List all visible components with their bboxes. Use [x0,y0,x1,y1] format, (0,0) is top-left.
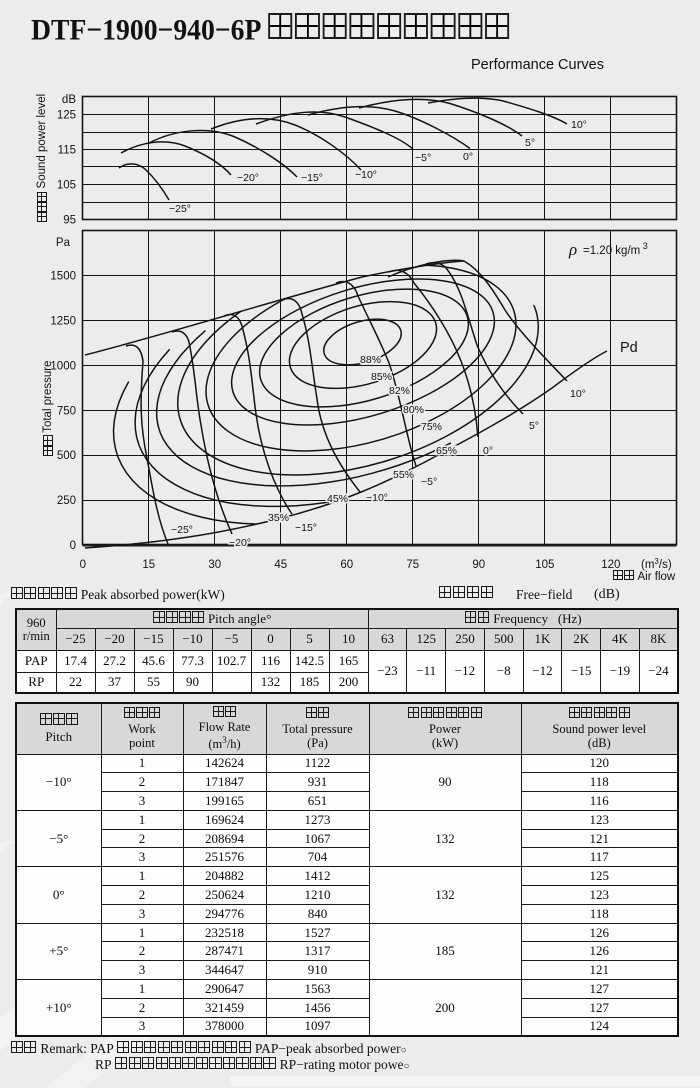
svg-text:75%: 75% [421,421,442,433]
svg-text:80%: 80% [403,404,424,416]
svg-text:(m3/s): (m3/s) [641,557,672,571]
svg-text:88%: 88% [360,354,381,366]
svg-text:10°: 10° [571,119,587,131]
svg-text:500: 500 [57,450,76,462]
svg-text:82%: 82% [389,385,410,397]
svg-text:−20°: −20° [237,172,259,184]
svg-text:75: 75 [406,559,419,571]
svg-text:45%: 45% [327,493,348,505]
svg-text:30: 30 [208,559,221,571]
svg-text:65%: 65% [436,445,457,457]
svg-text:−25°: −25° [169,203,191,215]
svg-text:=1.20 kg/m 3: =1.20 kg/m 3 [583,241,648,257]
svg-text:250: 250 [57,495,76,507]
svg-text:115: 115 [58,145,76,157]
svg-text:95: 95 [63,215,76,227]
svg-text:0: 0 [70,540,76,552]
svg-text:85%: 85% [371,371,392,383]
svg-text:90: 90 [472,559,485,571]
svg-text:−15°: −15° [301,172,323,184]
svg-text:−5°: −5° [421,476,437,488]
svg-text:1000: 1000 [50,360,76,372]
svg-text:105: 105 [535,559,554,571]
svg-text:dB: dB [62,94,76,106]
svg-text:Pd: Pd [620,340,638,356]
svg-text:0°: 0° [463,151,473,163]
svg-text:Pa: Pa [56,237,71,249]
svg-text:5°: 5° [529,420,539,432]
svg-text:60: 60 [340,559,353,571]
svg-text:120: 120 [601,559,620,571]
svg-text:5°: 5° [525,137,535,149]
svg-text:105: 105 [57,180,76,192]
svg-text:0: 0 [80,559,86,571]
svg-text:125: 125 [57,110,76,122]
svg-text:45: 45 [274,559,287,571]
svg-text:10°: 10° [570,388,586,400]
svg-text:−5°: −5° [415,152,431,164]
svg-text:−10°: −10° [366,492,388,504]
svg-text:750: 750 [57,405,76,417]
svg-text:−10°: −10° [355,169,377,181]
svg-text:−20°: −20° [229,537,251,549]
svg-text:0°: 0° [483,445,493,457]
svg-text:1500: 1500 [50,271,76,283]
svg-text:−15°: −15° [295,522,317,534]
svg-text:1250: 1250 [50,316,76,328]
svg-text:−25°: −25° [171,524,193,536]
svg-text:ρ: ρ [568,240,577,259]
svg-text:15: 15 [142,559,155,571]
svg-text:55%: 55% [393,469,414,481]
svg-text:35%: 35% [268,512,289,524]
